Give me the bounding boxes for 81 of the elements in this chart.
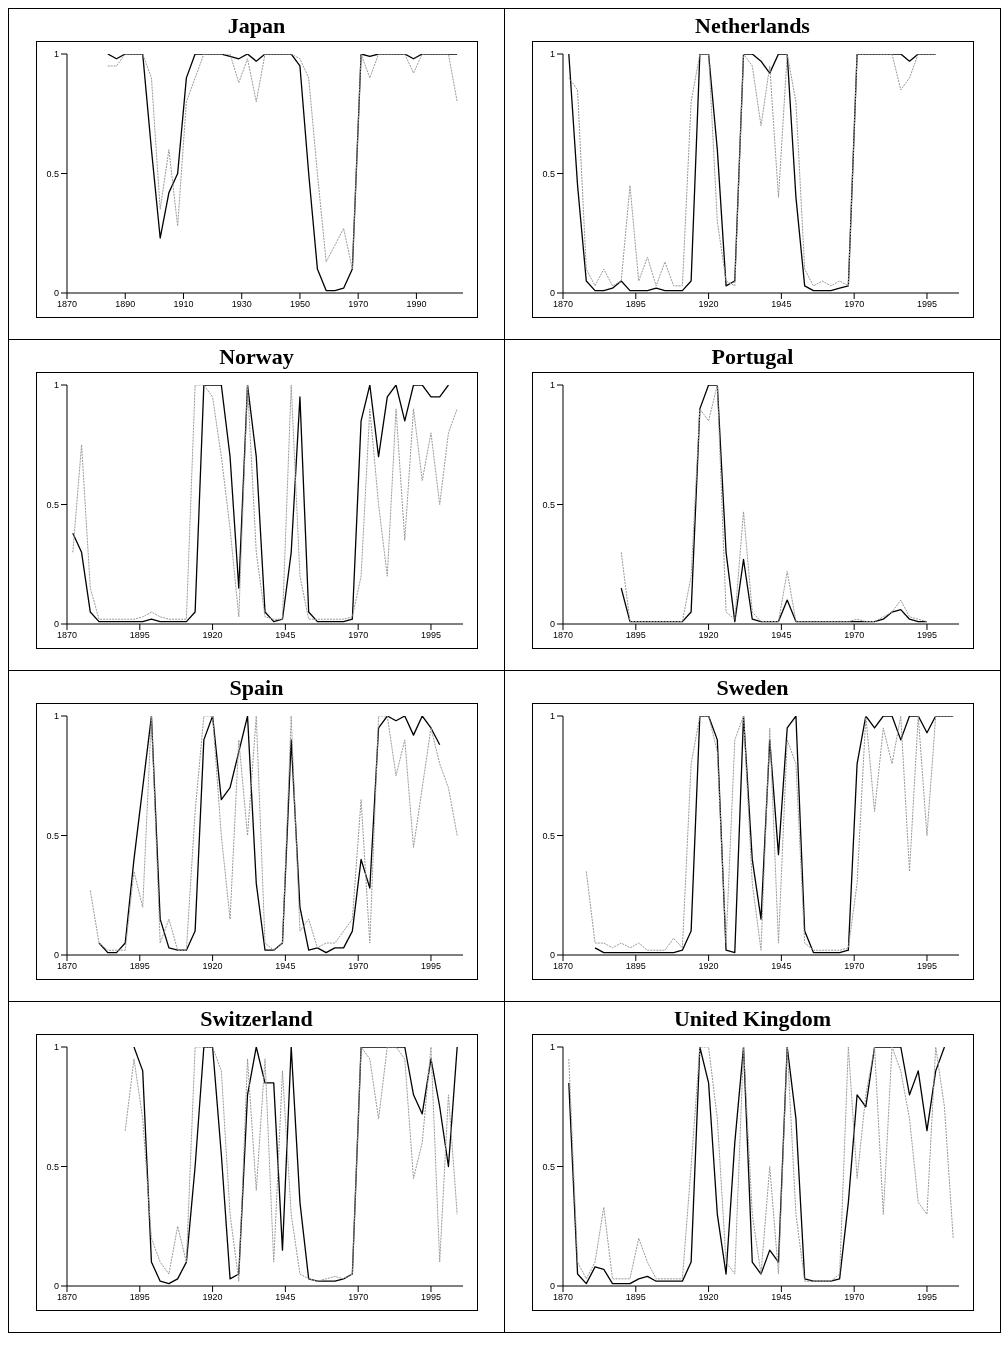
x-tick-label: 1890 [114, 299, 135, 310]
chart-title: United Kingdom [673, 1006, 832, 1032]
x-tick-label: 1995 [420, 630, 441, 641]
y-tick-label: 0.5 [541, 168, 555, 179]
x-tick-label: 1995 [420, 961, 441, 972]
x-tick-label: 1945 [274, 961, 295, 972]
y-tick-label: 0 [53, 1281, 59, 1292]
x-tick-label: 1945 [770, 1292, 791, 1303]
y-tick-label: 0.5 [45, 1161, 59, 1172]
chart-title: Japan [227, 13, 286, 39]
x-tick-label: 1895 [625, 630, 646, 641]
x-tick-label: 1920 [202, 961, 223, 972]
y-tick-label: 0.5 [45, 499, 59, 510]
x-tick-label: 1970 [347, 630, 368, 641]
y-tick-label: 1 [549, 1042, 555, 1053]
x-tick-label: 1970 [843, 630, 864, 641]
chart-title: Spain [229, 675, 284, 701]
x-tick-label: 1920 [202, 1292, 223, 1303]
y-tick-label: 0 [549, 288, 555, 299]
x-tick-label: 1920 [698, 630, 719, 641]
x-tick-label: 1995 [916, 1292, 937, 1303]
x-tick-label: 1995 [420, 1292, 441, 1303]
y-tick-label: 0 [549, 619, 555, 630]
x-tick-label: 1870 [56, 961, 77, 972]
y-tick-label: 0 [549, 1281, 555, 1292]
x-tick-label: 1970 [843, 299, 864, 310]
x-tick-label: 1870 [552, 961, 573, 972]
x-tick-label: 1970 [347, 1292, 368, 1303]
x-tick-label: 1995 [916, 961, 937, 972]
x-tick-label: 1895 [129, 961, 150, 972]
x-tick-label: 1945 [274, 630, 295, 641]
y-tick-label: 1 [53, 711, 59, 722]
x-tick-label: 1970 [347, 299, 368, 310]
x-tick-label: 1945 [770, 299, 791, 310]
x-tick-label: 1920 [698, 299, 719, 310]
x-tick-label: 1930 [231, 299, 252, 310]
y-tick-label: 0 [549, 950, 555, 961]
x-tick-label: 1970 [843, 961, 864, 972]
y-tick-label: 0.5 [541, 1161, 555, 1172]
y-tick-label: 1 [549, 380, 555, 391]
x-tick-label: 1895 [129, 1292, 150, 1303]
x-tick-label: 1870 [56, 630, 77, 641]
y-tick-label: 1 [53, 1042, 59, 1053]
y-tick-label: 1 [549, 711, 555, 722]
y-tick-label: 1 [549, 49, 555, 60]
x-tick-label: 1950 [289, 299, 310, 310]
x-tick-label: 1920 [698, 961, 719, 972]
chart-title: Portugal [711, 344, 794, 370]
x-tick-label: 1895 [129, 630, 150, 641]
x-tick-label: 1970 [843, 1292, 864, 1303]
x-tick-label: 1995 [916, 630, 937, 641]
y-tick-label: 1 [53, 49, 59, 60]
x-tick-label: 1870 [552, 1292, 573, 1303]
y-tick-label: 0 [53, 950, 59, 961]
x-tick-label: 1920 [698, 1292, 719, 1303]
y-tick-label: 0.5 [45, 168, 59, 179]
y-tick-label: 1 [53, 380, 59, 391]
y-tick-label: 0 [53, 619, 59, 630]
x-tick-label: 1970 [347, 961, 368, 972]
x-tick-label: 1920 [202, 630, 223, 641]
y-tick-label: 0.5 [541, 499, 555, 510]
y-tick-label: 0 [53, 288, 59, 299]
chart-title: Switzerland [200, 1006, 313, 1032]
y-tick-label: 0.5 [541, 830, 555, 841]
x-tick-label: 1870 [56, 1292, 77, 1303]
x-tick-label: 1895 [625, 1292, 646, 1303]
x-tick-label: 1995 [916, 299, 937, 310]
chart-title: Norway [219, 344, 294, 370]
x-tick-label: 1895 [625, 299, 646, 310]
chart-title: Sweden [716, 675, 789, 701]
x-tick-label: 1895 [625, 961, 646, 972]
y-tick-label: 0.5 [45, 830, 59, 841]
x-tick-label: 1945 [770, 961, 791, 972]
x-tick-label: 1990 [405, 299, 426, 310]
x-tick-label: 1910 [172, 299, 193, 310]
x-tick-label: 1945 [274, 1292, 295, 1303]
x-tick-label: 1870 [552, 630, 573, 641]
chart-title: Netherlands [695, 13, 810, 39]
x-tick-label: 1870 [552, 299, 573, 310]
x-tick-label: 1870 [56, 299, 77, 310]
x-tick-label: 1945 [770, 630, 791, 641]
